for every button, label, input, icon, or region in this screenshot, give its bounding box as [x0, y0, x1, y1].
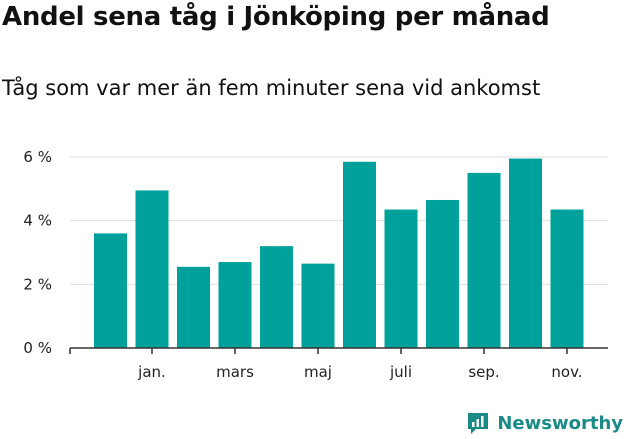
x-tick-label: juli: [389, 363, 412, 381]
y-tick-label: 2 %: [23, 275, 52, 293]
bar-aug.: [426, 199, 459, 348]
bar-nov.: [550, 209, 584, 348]
y-tick-label: 0 %: [23, 339, 52, 357]
newsworthy-brand: Newsworthy: [465, 409, 623, 437]
bar-sep.: [467, 172, 501, 348]
x-axis: [69, 347, 608, 354]
bar-apr.: [260, 246, 293, 348]
bar-mars: [218, 262, 252, 348]
bar-dec.: [94, 233, 127, 348]
bar-okt.: [509, 158, 542, 348]
bar-feb.: [177, 266, 210, 348]
y-tick-label: 4 %: [23, 212, 52, 230]
x-tick-label: mars: [216, 363, 254, 381]
x-tick-label: nov.: [551, 363, 582, 381]
bars: [94, 158, 584, 348]
tick-labels: 0 % 2 % 4 % 6 % jan. mars maj juli sep. nov.: [23, 148, 582, 381]
x-tick-label: maj: [304, 363, 332, 381]
brand-name: Newsworthy: [497, 412, 623, 434]
bar-maj: [301, 263, 335, 348]
bar-jan.: [135, 190, 169, 348]
x-tick-label: sep.: [468, 363, 499, 381]
bar-juni: [343, 161, 376, 348]
newsworthy-logo-icon: [468, 413, 489, 434]
bar-juli: [384, 209, 418, 348]
chart-subtitle: Tåg som var mer än fem minuter sena vid …: [2, 76, 541, 100]
chart-title: Andel sena tåg i Jönköping per månad: [2, 2, 550, 32]
x-tick-label: jan.: [137, 363, 166, 381]
y-tick-label: 6 %: [23, 148, 52, 166]
